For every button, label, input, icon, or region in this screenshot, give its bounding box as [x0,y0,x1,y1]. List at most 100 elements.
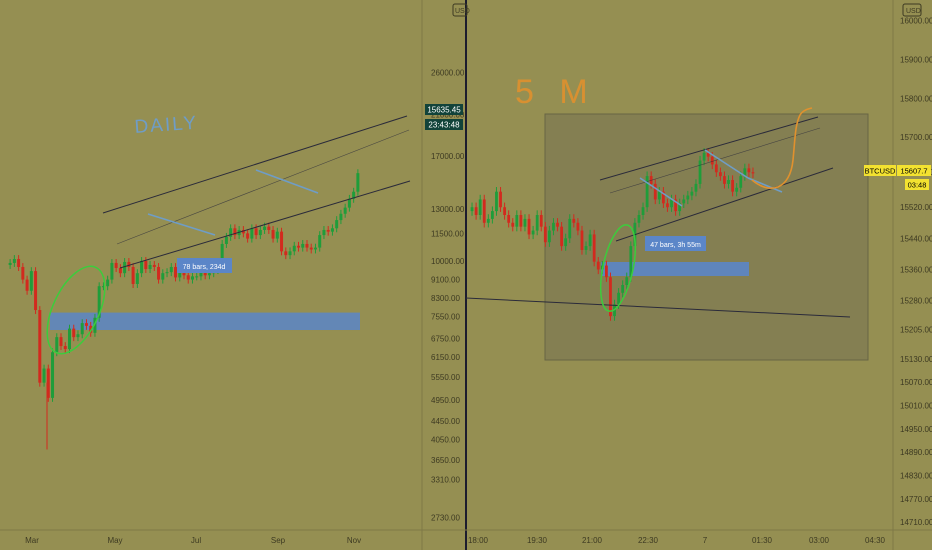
left-candle-body-19 [89,325,93,333]
right-time-tick-1: 19:30 [527,536,548,545]
left-candle-body-73 [318,235,322,248]
right-candle-body-10 [511,222,515,227]
right-time-tick-6: 03:00 [809,536,830,545]
left-candle-body-62 [271,229,275,239]
right-candle-body-39 [629,246,633,278]
right-candle-body-65 [735,187,739,192]
left-price-tick-12: 10000.00 [431,257,465,266]
left-candle-body-82 [356,173,360,192]
right-candle-body-2 [478,199,482,215]
left-candle-body-60 [263,226,267,230]
left-candle-body-81 [352,191,356,199]
right-candle-body-14 [527,218,531,235]
left-candle-body-18 [84,323,88,326]
left-candle-body-67 [292,245,296,252]
left-candle-body-29 [131,266,135,284]
left-candle-body-27 [123,261,127,274]
right-candle-body-4 [486,218,490,223]
left-price-tick-14: 13000.00 [431,205,465,214]
left-candle-body-61 [267,226,271,230]
right-range-box [544,113,869,361]
left-candle-body-51 [224,236,228,244]
right-candle-body-17 [539,215,543,227]
left-candle-body-74 [322,229,326,236]
right-candle-body-63 [727,180,730,184]
right-candle-body-22 [560,226,564,247]
left-candle-body-20 [93,317,97,333]
left-candle-body-63 [275,231,279,239]
right-candle-body-49 [670,199,673,208]
left-candle-body-68 [297,245,301,248]
left-candle-body-38 [169,266,173,273]
left-price-tick-17: 26000.00 [431,68,465,77]
left-candle-body-53 [233,228,237,236]
left-last-price-tag [425,104,463,115]
left-candle-body-5 [29,271,33,291]
right-candle-body-11 [515,215,519,227]
right-last-price: 15607.7 [900,167,927,176]
right-candle-body-33 [604,265,608,278]
right-candle-body-66 [739,176,743,188]
left-candle-body-24 [110,262,114,280]
right-candle-body-13 [523,218,527,227]
right-candle-body-62 [723,176,726,184]
right-candle-body-37 [621,285,625,293]
right-candle-body-56 [698,160,702,184]
right-chart-5m[interactable]: 14710.00 14770.00 14830.00 14890.00 14950.00… [465,3,932,545]
right-green-ellipse [599,224,637,312]
left-currency-badge: USD [455,8,470,15]
left-annotation-text: 78 bars, 234d [183,264,226,271]
left-green-ellipse [46,265,106,355]
right-candle-body-69 [751,172,755,174]
left-price-tick-0: 2730.00 [431,513,460,522]
left-annotation-box [177,258,232,273]
right-candle-body-48 [666,203,669,208]
right-support-zone [601,262,749,276]
right-candle-body-9 [507,215,511,223]
right-channel-lower [615,167,834,242]
right-candle-body-58 [706,152,710,157]
right-candle-body-54 [690,191,694,196]
right-symbol-tag [864,165,896,176]
right-time-tick-4: 7 [703,536,708,545]
left-candle-body-45 [199,272,203,277]
left-candle-body-16 [76,334,80,338]
right-candle-body-59 [710,156,714,165]
right-candle-body-7 [499,191,502,208]
right-candle-body-30 [592,234,596,262]
left-candle-body-4 [25,279,29,291]
left-currency-badge-box [452,3,468,17]
right-price-tick-6: 15070.00 [900,378,932,387]
left-price-tick-4: 4450.00 [431,417,460,426]
right-blue-stroke-2 [704,149,749,179]
left-candle-body-66 [288,251,292,256]
right-candle-body-53 [686,195,690,200]
right-price-tick-15: 15800.00 [900,94,932,103]
left-candle-body-23 [106,279,110,287]
left-candle-body-43 [190,276,194,280]
right-candle-body-46 [657,191,661,200]
left-candle-body-58 [254,228,258,236]
left-blue-stroke-1 [147,213,216,236]
left-candle-body-72 [313,247,317,250]
right-long-trendline [465,297,851,318]
right-time-tick-2: 21:00 [582,536,603,545]
right-candle-body-68 [747,168,751,173]
left-candle-body-76 [330,228,334,232]
left-channel-upper [102,115,408,214]
right-candle-body-43 [645,176,649,208]
left-chart-daily[interactable]: 2730.00 3310.00 3650.00 4050.00 4450.00 4950.… [8,3,470,545]
left-time-tick-3: Sep [271,536,286,545]
right-candle-body-0 [470,207,474,212]
left-price-tick-10: 8300.00 [431,294,460,303]
right-candle-body-31 [596,261,600,270]
right-candle-body-19 [547,230,551,243]
left-channel-lower [119,180,411,269]
left-candle-body-3 [21,266,25,280]
right-candle-body-8 [503,207,507,215]
right-candle-body-16 [535,215,539,231]
left-price-tick-9: 7550.00 [431,312,460,321]
left-candle-body-64 [280,231,284,252]
right-handwritten-label: 5 M [515,73,596,111]
right-candle-body-64 [731,180,735,192]
